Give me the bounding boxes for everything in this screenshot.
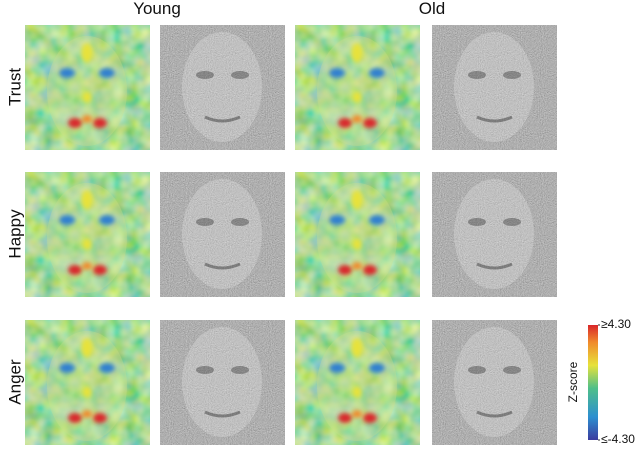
colorbar-label: Z-score bbox=[566, 361, 580, 402]
column-header: Old bbox=[419, 0, 445, 18]
colorbar-tick-label: ≤-4.30 bbox=[601, 432, 635, 446]
colorbar bbox=[588, 325, 598, 440]
row-label: Trust bbox=[5, 68, 24, 106]
colorbar-ticks: ≥4.30 ≤-4.30 bbox=[598, 317, 635, 446]
noise-face bbox=[432, 25, 557, 150]
classification-image bbox=[295, 172, 420, 297]
noise-face bbox=[432, 172, 557, 297]
classification-image bbox=[295, 320, 420, 445]
noise-face bbox=[432, 320, 557, 445]
classification-image bbox=[25, 25, 150, 150]
noise-face bbox=[160, 25, 285, 150]
noise-face bbox=[160, 320, 285, 445]
classification-image bbox=[25, 172, 150, 297]
row-label: Anger bbox=[5, 359, 24, 405]
column-header: Young bbox=[133, 0, 181, 18]
row-label: Happy bbox=[5, 209, 24, 259]
noise-face bbox=[160, 172, 285, 297]
colorbar-tick-label: ≥4.30 bbox=[601, 317, 631, 331]
classification-image bbox=[295, 25, 420, 150]
classification-image bbox=[25, 320, 150, 445]
panel-grid bbox=[25, 25, 557, 445]
